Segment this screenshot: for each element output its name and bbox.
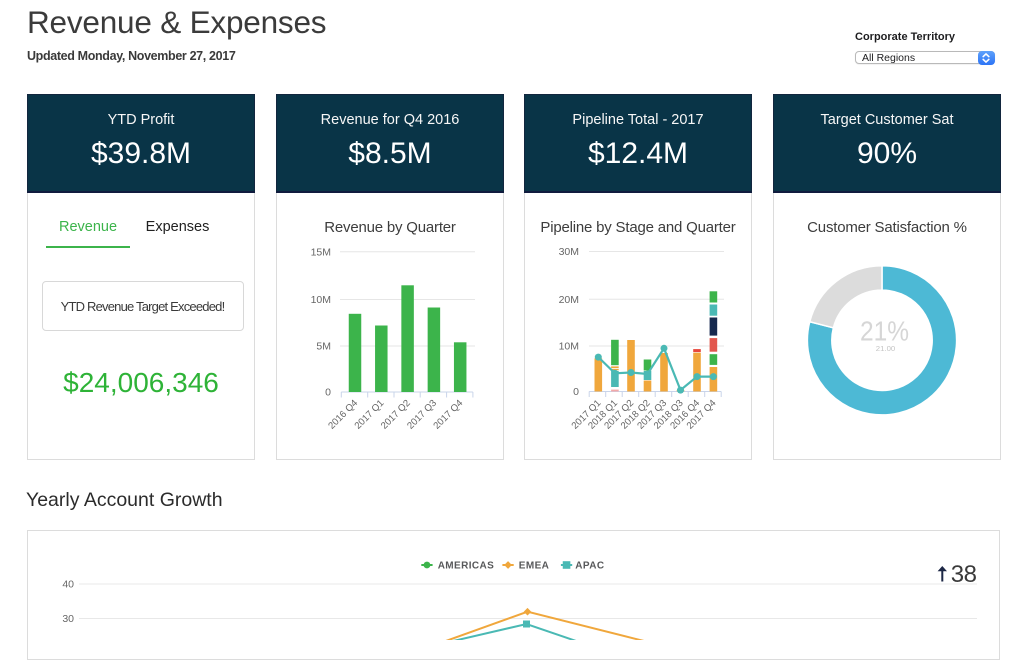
svg-text:30M: 30M (559, 246, 579, 258)
svg-text:20M: 20M (559, 294, 579, 306)
svg-text:2017 Q4: 2017 Q4 (432, 397, 466, 431)
svg-text:AMERICAS: AMERICAS (438, 561, 495, 572)
svg-text:10M: 10M (311, 294, 331, 306)
svg-text:0: 0 (325, 387, 331, 399)
svg-text:30: 30 (62, 613, 74, 625)
svg-text:5M: 5M (316, 341, 331, 353)
svg-text:21%: 21% (860, 316, 909, 347)
svg-text:EMEA: EMEA (519, 561, 550, 572)
svg-text:0: 0 (573, 386, 579, 398)
svg-text:21.00: 21.00 (876, 344, 896, 353)
svg-text:15M: 15M (311, 246, 331, 258)
svg-text:40: 40 (62, 579, 74, 591)
svg-text:10M: 10M (559, 341, 579, 353)
svg-text:APAC: APAC (575, 561, 604, 572)
svg-text:38: 38 (951, 561, 977, 588)
